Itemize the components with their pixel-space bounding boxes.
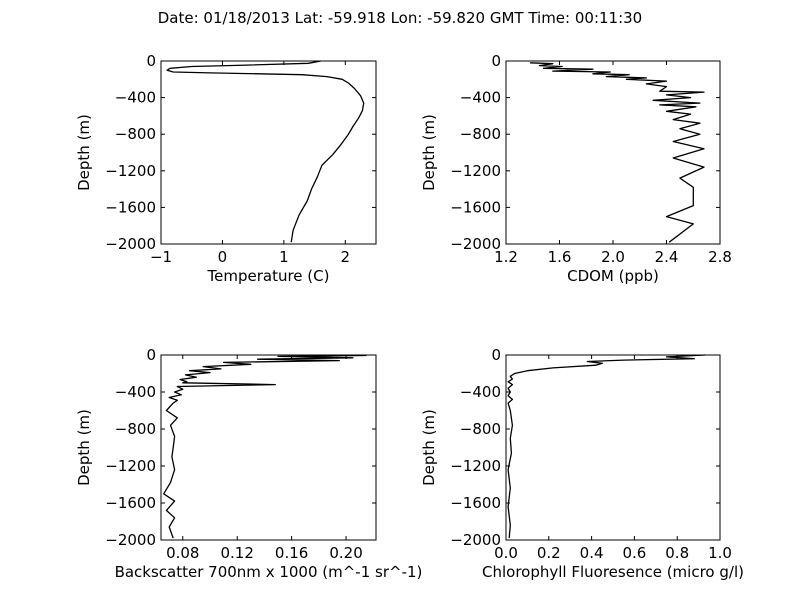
y-tick-label: −1200 [105,162,156,180]
figure-title: Date: 01/18/2013 Lat: -59.918 Lon: -59.8… [158,9,642,27]
y-axis-label: Depth (m) [75,409,93,486]
x-tick-label: 0.16 [275,544,308,562]
y-tick-label: −2000 [450,235,501,253]
y-tick-label: −2000 [450,531,501,549]
x-tick-label: 0 [218,248,228,266]
y-tick-label: 0 [146,52,156,70]
subplot-1: −1 0 1 2 0 −400 −800 −1200 −1600 −2000 Temperature… [75,52,377,285]
x-tick-label: 0.0 [494,544,518,562]
x-tick-label: 1.2 [494,248,518,266]
y-tick-label: −400 [460,89,501,107]
axes-frame [160,354,377,541]
y-tick-label: −400 [115,89,156,107]
x-axis-label: Chlorophyll Fluoresence (micro g/l) [482,563,744,581]
x-tick-label: 1.6 [548,248,572,266]
series-line [163,354,367,539]
x-tick-label: −1 [150,248,172,266]
y-tick-label: 0 [146,346,156,364]
subplot-4: 0.0 0.2 0.4 0.6 0.8 1.0 0 −400 −800 −1200 −1600 −20… [420,346,744,581]
y-tick-label: −1600 [105,494,156,512]
y-tick-label: −1200 [450,457,501,475]
y-tick-label: −400 [460,383,501,401]
y-tick-label: −1600 [450,198,501,216]
series-line [166,60,365,243]
y-tick-label: −800 [115,420,156,438]
subplot-2: 1.2 1.6 2.0 2.4 2.8 0 −400 −800 −1200 −1600 −2000 C… [420,52,732,285]
y-tick-label: −800 [115,125,156,143]
axes-frame [505,354,721,541]
axes-frame [160,60,377,245]
x-tick-label: 0.20 [329,544,362,562]
y-axis-label: Depth (m) [420,114,438,191]
subplot-3: 0.08 0.12 0.16 0.20 0 −400 −800 −1200 −1600 −2000… [75,346,422,581]
y-tick-label: −1600 [450,494,501,512]
x-tick-label: 2 [341,248,351,266]
x-tick-label: 1.0 [708,544,732,562]
x-axis-label: CDOM (ppb) [567,267,659,285]
y-tick-label: −1600 [105,198,156,216]
y-tick-label: 0 [491,346,501,364]
series-line [530,62,705,243]
x-axis-label: Temperature (C) [207,267,330,285]
y-tick-label: 0 [491,52,501,70]
x-tick-label: 1 [279,248,289,266]
y-tick-label: −800 [460,420,501,438]
y-tick-label: −2000 [105,531,156,549]
y-tick-label: −400 [115,383,156,401]
x-tick-label: 0.08 [166,544,199,562]
x-tick-label: 2.8 [708,248,732,266]
x-tick-label: 0.6 [622,544,646,562]
series-line [507,354,706,539]
x-axis-label: Backscatter 700nm x 1000 (m^-1 sr^-1) [115,563,423,581]
x-tick-label: 2.4 [655,248,679,266]
x-tick-label: 0.12 [220,544,253,562]
y-tick-label: −2000 [105,235,156,253]
y-axis-label: Depth (m) [420,409,438,486]
y-axis-label: Depth (m) [75,114,93,191]
x-tick-label: 0.2 [537,544,561,562]
x-tick-label: 0.4 [580,544,604,562]
y-tick-label: −1200 [105,457,156,475]
y-tick-label: −1200 [450,162,501,180]
x-tick-label: 2.0 [601,248,625,266]
x-tick-label: 0.8 [665,544,689,562]
y-tick-label: −800 [460,125,501,143]
